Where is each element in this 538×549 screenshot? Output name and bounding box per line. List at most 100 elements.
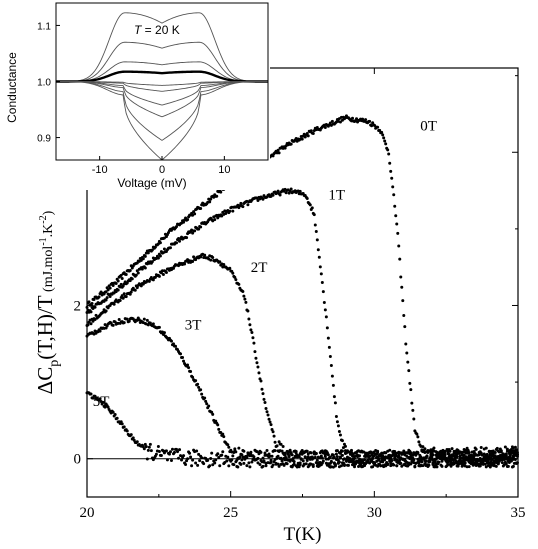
data-point: [421, 457, 425, 461]
data-point: [242, 294, 246, 298]
data-point: [355, 117, 359, 121]
data-point: [141, 282, 145, 286]
data-point: [139, 284, 143, 288]
data-point: [361, 450, 365, 454]
data-point: [196, 463, 200, 467]
data-point: [389, 456, 393, 460]
data-point: [411, 460, 415, 464]
data-point: [438, 453, 442, 457]
data-point: [376, 125, 380, 129]
data-point: [310, 206, 314, 210]
data-point: [214, 458, 218, 462]
data-point: [154, 452, 158, 456]
data-point: [261, 464, 265, 468]
data-point: [237, 456, 241, 460]
data-point: [387, 152, 391, 156]
data-point: [191, 375, 195, 379]
data-point: [317, 255, 321, 259]
data-point: [197, 385, 201, 389]
data-point: [328, 354, 332, 358]
data-point: [130, 277, 134, 281]
data-point: [188, 451, 192, 455]
data-point: [275, 444, 279, 448]
data-point: [332, 455, 336, 459]
data-point: [371, 456, 375, 460]
inset-curve: [56, 12, 268, 82]
data-point: [104, 290, 108, 294]
data-point: [93, 394, 97, 398]
data-point: [347, 457, 351, 461]
data-point: [377, 457, 381, 461]
data-point: [428, 449, 432, 453]
data-point: [417, 460, 421, 464]
data-point: [241, 205, 245, 209]
data-point: [244, 300, 248, 304]
data-point: [386, 148, 390, 152]
data-point: [278, 193, 282, 197]
data-point: [380, 130, 384, 134]
data-point: [315, 238, 319, 242]
data-point: [395, 222, 399, 226]
data-point: [308, 451, 312, 455]
data-point: [219, 190, 223, 194]
data-point: [175, 447, 178, 451]
data-point: [121, 296, 125, 300]
data-point: [401, 299, 405, 303]
data-point: [378, 128, 382, 132]
data-point: [195, 449, 199, 453]
data-point: [97, 295, 101, 299]
inset-x-tick-label: 0: [159, 164, 165, 176]
data-point: [233, 275, 237, 279]
data-point: [226, 455, 230, 459]
data-point: [256, 456, 260, 460]
data-point: [339, 449, 343, 453]
data-point: [241, 290, 245, 294]
data-point: [464, 455, 468, 459]
data-point: [305, 449, 309, 453]
data-point: [482, 447, 486, 451]
data-point: [505, 456, 509, 460]
data-point: [316, 464, 320, 468]
data-point: [283, 453, 287, 457]
data-point: [87, 300, 91, 304]
data-point: [383, 450, 387, 454]
data-point: [414, 453, 418, 457]
data-point: [111, 283, 115, 287]
data-point: [400, 452, 404, 456]
data-point: [211, 412, 215, 416]
data-point: [328, 465, 332, 469]
data-point: [150, 248, 154, 252]
data-point: [409, 452, 413, 456]
data-point: [203, 253, 207, 257]
data-point: [375, 452, 379, 456]
data-point: [502, 463, 506, 467]
data-point: [306, 455, 310, 459]
series-label-1T: 1T: [328, 187, 345, 203]
data-point: [340, 453, 344, 457]
data-point: [197, 452, 201, 456]
data-point: [381, 133, 385, 137]
data-point: [93, 305, 97, 309]
data-point: [213, 461, 217, 465]
data-point: [299, 457, 303, 461]
data-point: [311, 456, 315, 460]
data-point: [462, 450, 466, 454]
data-point: [146, 448, 150, 452]
data-point: [331, 453, 335, 457]
data-point: [105, 296, 109, 300]
data-point: [287, 454, 291, 458]
data-point: [327, 345, 331, 349]
data-point: [227, 445, 231, 449]
data-point: [298, 189, 302, 193]
data-point: [276, 189, 280, 193]
data-point: [328, 121, 332, 125]
data-point: [178, 239, 182, 243]
data-point: [162, 247, 166, 251]
data-point: [260, 387, 264, 391]
data-point: [277, 151, 281, 155]
data-point: [210, 451, 214, 455]
series-label-3T: 3T: [185, 318, 202, 334]
data-point: [357, 449, 361, 453]
data-point: [265, 410, 269, 414]
data-point: [324, 457, 328, 461]
